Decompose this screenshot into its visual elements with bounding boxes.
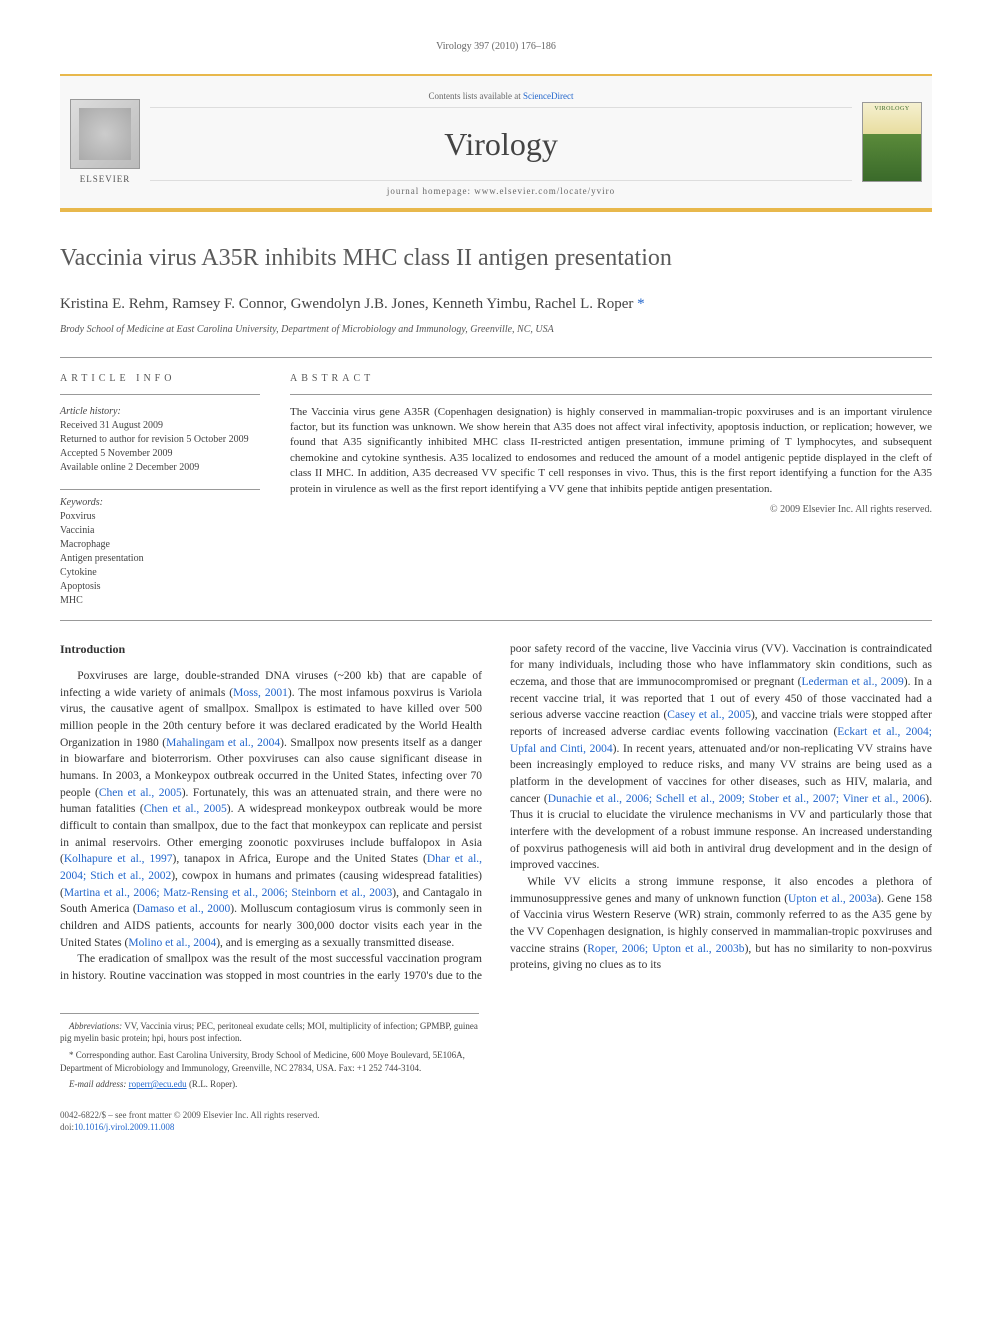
- article-info-label: ARTICLE INFO: [60, 372, 260, 395]
- affiliation: Brody School of Medicine at East Carolin…: [60, 323, 932, 337]
- citation-link[interactable]: Moss, 2001: [233, 687, 288, 699]
- front-matter-line: 0042-6822/$ – see front matter © 2009 El…: [60, 1109, 932, 1122]
- keywords-header: Keywords:: [60, 496, 260, 510]
- citation-link[interactable]: Dunachie et al., 2006; Schell et al., 20…: [548, 793, 926, 805]
- authors-text: Kristina E. Rehm, Ramsey F. Connor, Gwen…: [60, 296, 637, 312]
- keyword: Poxvirus: [60, 510, 260, 524]
- abbreviations-note: Abbreviations: VV, Vaccinia virus; PEC, …: [60, 1020, 479, 1045]
- citation-link[interactable]: Roper, 2006; Upton et al., 2003b: [587, 943, 744, 955]
- citation-link[interactable]: Lederman et al., 2009: [802, 676, 904, 688]
- publisher-name: ELSEVIER: [80, 173, 131, 186]
- doi-link[interactable]: 10.1016/j.virol.2009.11.008: [74, 1122, 174, 1132]
- citation-link[interactable]: Molino et al., 2004: [128, 937, 216, 949]
- received-date: Received 31 August 2009: [60, 419, 260, 433]
- abstract-column: ABSTRACT The Vaccinia virus gene A35R (C…: [290, 372, 932, 608]
- returned-date: Returned to author for revision 5 Octobe…: [60, 433, 260, 447]
- email-header: E-mail address:: [69, 1079, 126, 1089]
- citation-link[interactable]: Casey et al., 2005: [667, 709, 751, 721]
- contents-prefix: Contents lists available at: [429, 91, 523, 101]
- keyword: Macrophage: [60, 538, 260, 552]
- abstract-label: ABSTRACT: [290, 372, 932, 395]
- homepage-prefix: journal homepage:: [387, 186, 474, 196]
- abbrev-text: VV, Vaccinia virus; PEC, peritoneal exud…: [60, 1021, 478, 1044]
- corr-header: * Corresponding author.: [69, 1050, 156, 1060]
- footer: 0042-6822/$ – see front matter © 2009 El…: [60, 1109, 932, 1134]
- article-history: Article history: Received 31 August 2009…: [60, 405, 260, 475]
- info-abstract-row: ARTICLE INFO Article history: Received 3…: [60, 357, 932, 621]
- email-note: E-mail address: roperr@ecu.edu (R.L. Rop…: [60, 1078, 479, 1091]
- keyword: Cytokine: [60, 566, 260, 580]
- doi-line: doi:10.1016/j.virol.2009.11.008: [60, 1121, 932, 1134]
- abbrev-header: Abbreviations:: [69, 1021, 122, 1031]
- publisher-block: ELSEVIER: [60, 76, 150, 208]
- homepage-url[interactable]: www.elsevier.com/locate/yviro: [474, 186, 615, 196]
- author-list: Kristina E. Rehm, Ramsey F. Connor, Gwen…: [60, 294, 932, 315]
- article-info-column: ARTICLE INFO Article history: Received 3…: [60, 372, 260, 608]
- keyword: MHC: [60, 594, 260, 608]
- doi-prefix: doi:: [60, 1122, 74, 1132]
- citation-link[interactable]: Upton et al., 2003a: [788, 893, 877, 905]
- email-suffix: (R.L. Roper).: [187, 1079, 238, 1089]
- citation-link[interactable]: Chen et al., 2005: [144, 803, 227, 815]
- cover-block: VIROLOGY: [852, 76, 932, 208]
- journal-name: Virology: [150, 122, 852, 167]
- citation-link[interactable]: Chen et al., 2005: [99, 787, 182, 799]
- introduction-heading: Introduction: [60, 641, 482, 658]
- email-link[interactable]: roperr@ecu.edu: [129, 1079, 187, 1089]
- running-head: Virology 397 (2010) 176–186: [60, 40, 932, 54]
- masthead: ELSEVIER Contents lists available at Sci…: [60, 74, 932, 212]
- abstract-text: The Vaccinia virus gene A35R (Copenhagen…: [290, 405, 932, 497]
- body-paragraph: While VV elicits a strong immune respons…: [510, 874, 932, 974]
- citation-link[interactable]: Kolhapure et al., 1997: [64, 853, 173, 865]
- citation-link[interactable]: Martina et al., 2006; Matz-Rensing et al…: [64, 887, 392, 899]
- cover-label: VIROLOGY: [863, 105, 921, 113]
- keywords-block: Keywords: Poxvirus Vaccinia Macrophage A…: [60, 489, 260, 608]
- elsevier-tree-icon: [70, 99, 140, 169]
- citation-link[interactable]: Mahalingam et al., 2004: [166, 737, 280, 749]
- keyword: Vaccinia: [60, 524, 260, 538]
- body-columns: Introduction Poxviruses are large, doubl…: [60, 641, 932, 985]
- body-paragraph: Poxviruses are large, double-stranded DN…: [60, 668, 482, 951]
- page: Virology 397 (2010) 176–186 ELSEVIER Con…: [0, 0, 992, 1174]
- history-header: Article history:: [60, 405, 260, 419]
- homepage-line: journal homepage: www.elsevier.com/locat…: [150, 180, 852, 198]
- body-text: ), tanapox in Africa, Europe and the Uni…: [172, 853, 426, 865]
- online-date: Available online 2 December 2009: [60, 461, 260, 475]
- body-text: ), and is emerging as a sexually transmi…: [216, 937, 454, 949]
- corresponding-note: * Corresponding author. East Carolina Un…: [60, 1049, 479, 1074]
- article-title: Vaccinia virus A35R inhibits MHC class I…: [60, 242, 932, 276]
- citation-link[interactable]: Damaso et al., 2000: [137, 903, 231, 915]
- journal-cover-icon: VIROLOGY: [862, 102, 922, 182]
- contents-line: Contents lists available at ScienceDirec…: [150, 86, 852, 108]
- keyword: Apoptosis: [60, 580, 260, 594]
- accepted-date: Accepted 5 November 2009: [60, 447, 260, 461]
- footnotes: Abbreviations: VV, Vaccinia virus; PEC, …: [60, 1013, 479, 1091]
- keyword: Antigen presentation: [60, 552, 260, 566]
- abstract-copyright: © 2009 Elsevier Inc. All rights reserved…: [290, 503, 932, 517]
- masthead-center: Contents lists available at ScienceDirec…: [150, 76, 852, 208]
- corresponding-mark-icon: *: [637, 296, 645, 312]
- sciencedirect-link[interactable]: ScienceDirect: [523, 91, 573, 101]
